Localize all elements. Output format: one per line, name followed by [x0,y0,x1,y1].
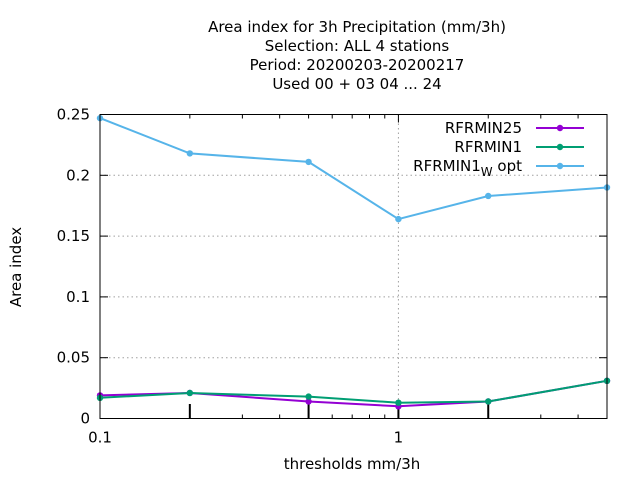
grid-lines [100,114,607,419]
title-line-1: Area index for 3h Precipitation (mm/3h) [208,18,506,36]
legend-swatch-point [556,124,564,132]
y-tick-label: 0.25 [57,106,90,124]
x-tick-label: 0.1 [88,429,112,447]
threshold-bars [188,404,490,419]
legend-label: RFRMIN1 [454,138,522,156]
series-line [99,379,608,404]
title-line-2: Selection: ALL 4 stations [265,37,450,55]
series-point [186,150,194,157]
series-2 [96,377,611,406]
data-series [96,114,611,410]
legend-label: RFRMIN1W opt [413,157,522,179]
y-tick-label: 0.05 [57,349,90,367]
x-axis-label: thresholds mm/3h [284,455,421,473]
series-point [485,398,492,405]
tick-labels: 0 0.05 0.1 0.15 0.2 0.25 0.1 1 [57,106,404,447]
legend-swatch-point [556,162,564,170]
y-tick-label: 0.1 [66,288,90,306]
legend-label: RFRMIN25 [445,119,522,137]
series-point [305,158,312,166]
y-tick-label: 0.2 [66,166,90,184]
y-tick-label: 0 [80,410,90,428]
plot-border [99,114,608,419]
legend-swatch-point [556,143,564,151]
y-axis-label: Area index [7,227,25,307]
y-tick-label: 0.15 [57,227,90,245]
series-point [395,399,402,406]
title-line-4: Used 00 + 03 04 ... 24 [272,75,441,93]
title-line-3: Period: 20200203-20200217 [250,56,465,74]
series-3 [96,114,611,223]
series-point [305,398,312,405]
series-point [186,389,194,397]
series-line [99,117,608,221]
series-point [395,215,402,223]
x-tick-label: 1 [394,429,404,447]
series-point [305,393,312,400]
chart-title: Area index for 3h Precipitation (mm/3h) … [208,18,506,93]
axis-ticks [99,114,608,419]
series-point [485,192,492,200]
